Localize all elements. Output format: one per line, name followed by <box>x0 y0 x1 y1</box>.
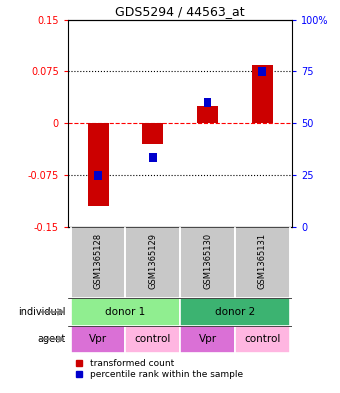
Bar <box>88 123 108 206</box>
Bar <box>180 325 235 353</box>
Text: agent: agent <box>37 334 65 344</box>
Text: donor 1: donor 1 <box>105 307 146 317</box>
Text: individual: individual <box>18 307 65 317</box>
Text: control: control <box>244 334 280 344</box>
Bar <box>235 227 290 298</box>
Bar <box>252 64 273 123</box>
Bar <box>71 325 125 353</box>
Bar <box>94 171 102 180</box>
Bar <box>180 227 235 298</box>
Bar <box>235 325 290 353</box>
Bar <box>258 67 266 76</box>
Legend: transformed count, percentile rank within the sample: transformed count, percentile rank withi… <box>72 356 246 382</box>
Bar <box>125 325 180 353</box>
Text: donor 2: donor 2 <box>215 307 255 317</box>
Text: Vpr: Vpr <box>89 334 107 344</box>
Bar <box>204 98 211 107</box>
Bar <box>71 298 180 325</box>
Text: GSM1365131: GSM1365131 <box>258 233 267 289</box>
Text: GSM1365129: GSM1365129 <box>148 233 157 289</box>
Bar <box>149 153 157 162</box>
Bar <box>142 123 163 144</box>
Bar <box>197 106 218 123</box>
Bar <box>180 298 290 325</box>
Text: Vpr: Vpr <box>199 334 217 344</box>
Bar <box>125 227 180 298</box>
Text: GSM1365130: GSM1365130 <box>203 233 212 289</box>
Text: control: control <box>135 334 171 344</box>
Title: GDS5294 / 44563_at: GDS5294 / 44563_at <box>115 6 245 18</box>
Text: GSM1365128: GSM1365128 <box>94 233 103 289</box>
Bar <box>71 227 125 298</box>
